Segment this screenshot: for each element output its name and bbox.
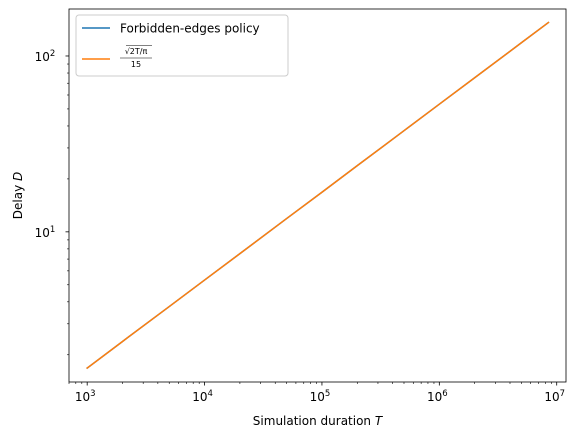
y-tick-label: 102 — [35, 49, 56, 64]
series-layer — [86, 21, 550, 370]
y-axis-label: Delay D — [11, 172, 25, 219]
x-tick-label: 106 — [427, 389, 448, 404]
y-axis-label-text: Delay — [11, 181, 25, 219]
plot-frame — [68, 8, 567, 383]
x-axis-label-var: T — [375, 414, 384, 428]
legend: Forbidden-edges policy √2T/π 15 — [75, 14, 289, 77]
x-tick-label: 107 — [544, 389, 565, 404]
x-axis-label-text: Simulation duration — [253, 414, 375, 428]
x-axis-label: Simulation duration T — [253, 414, 384, 428]
legend-label-2-denominator: 15 — [131, 60, 141, 69]
y-axis-label-var: D — [11, 172, 25, 181]
legend-label-2-numerator: √2T/π — [125, 47, 148, 56]
x-tick-label: 105 — [310, 389, 331, 404]
legend-box — [75, 14, 289, 77]
x-tick-label: 104 — [192, 389, 213, 404]
y-tick-label: 101 — [35, 225, 56, 240]
axes-layer: 103 104 105 106 107 101 102 Simulation duration… — [11, 8, 567, 428]
x-tick-label: 103 — [75, 389, 96, 404]
series-line-2 — [86, 21, 550, 370]
legend-label-1: Forbidden-edges policy — [120, 22, 260, 36]
